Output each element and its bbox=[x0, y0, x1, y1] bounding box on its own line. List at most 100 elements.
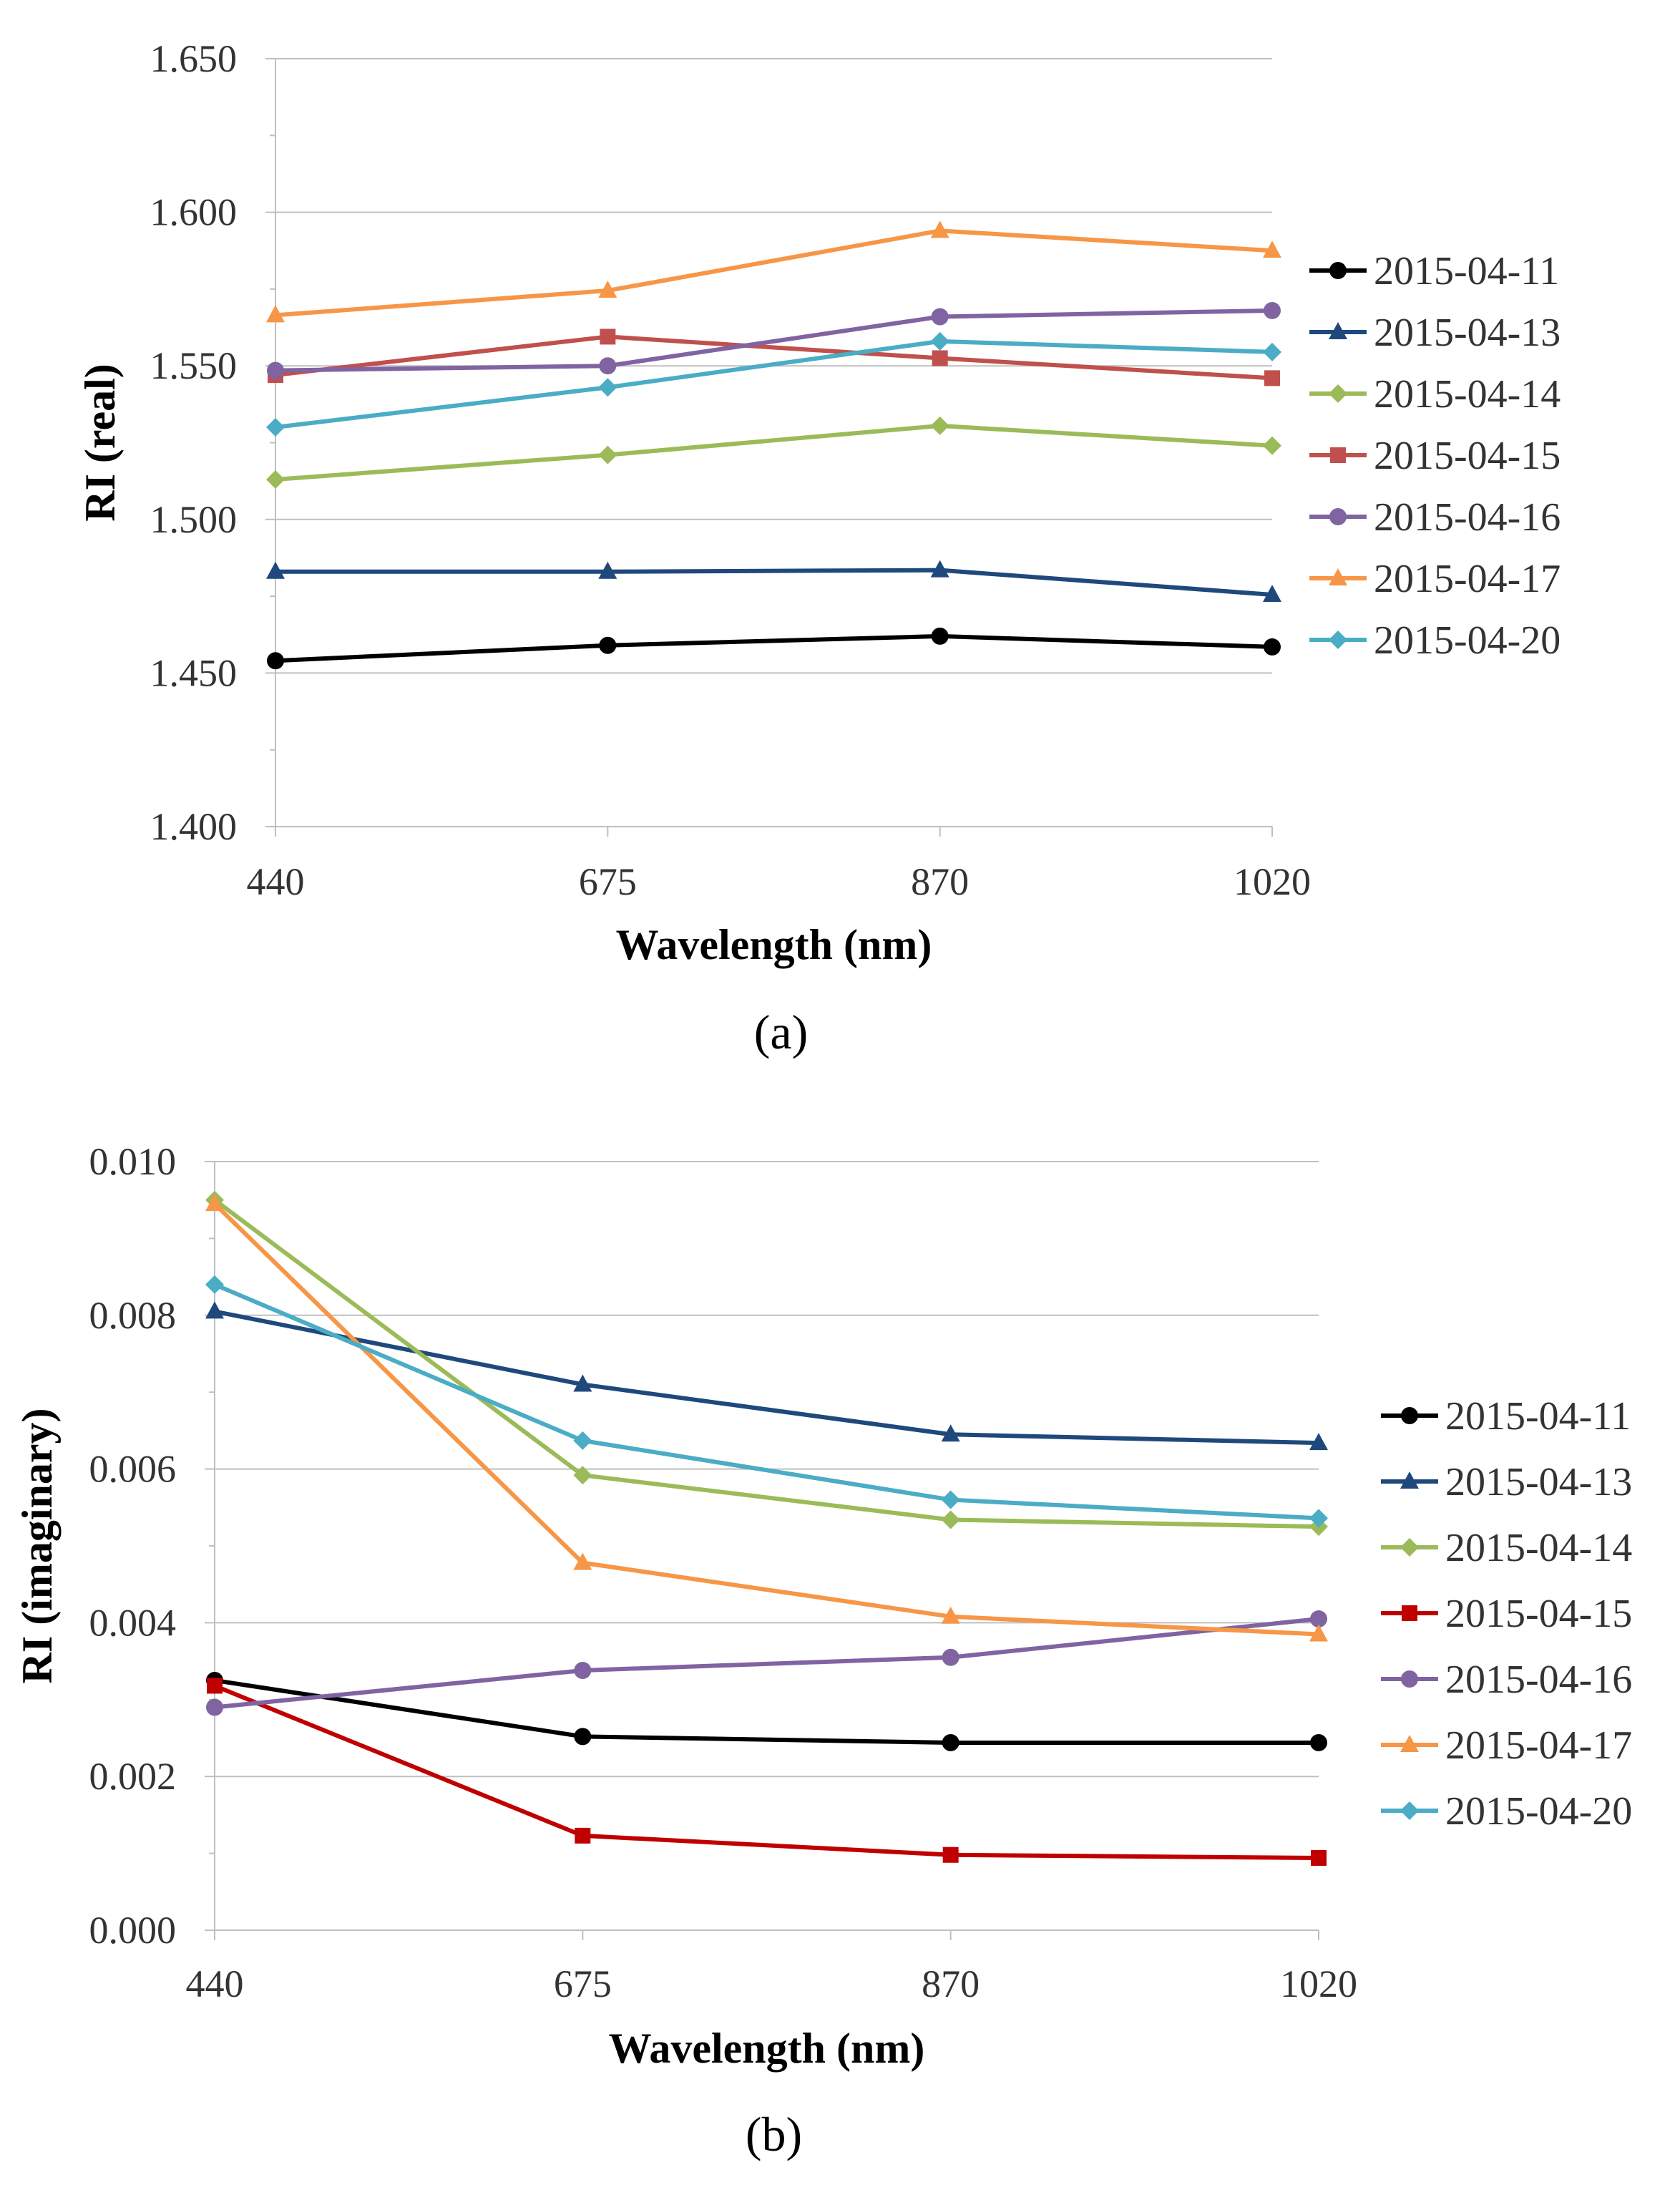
data-point bbox=[1309, 1509, 1328, 1528]
legend-marker bbox=[1329, 508, 1347, 525]
y-tick-label: 1.400 bbox=[150, 805, 238, 848]
x-tick-label: 440 bbox=[186, 1962, 244, 2005]
legend-label: 2015-04-13 bbox=[1445, 1460, 1632, 1504]
series-2015-04-13 bbox=[205, 1301, 1328, 1451]
legend-item: 2015-04-20 bbox=[1381, 1789, 1632, 1834]
legend-marker bbox=[1400, 1538, 1419, 1557]
chart-b: 0.000 0.002 0.004 0.006 0.008 0.010 440 675 870 1… bbox=[14, 1140, 1632, 2161]
legend-label: 2015-04-15 bbox=[1374, 434, 1561, 478]
x-tick-label: 675 bbox=[554, 1962, 612, 2005]
series-line bbox=[275, 228, 1273, 318]
data-point bbox=[941, 1490, 960, 1509]
legend-item: 2015-04-20 bbox=[1309, 618, 1561, 663]
legend-label: 2015-04-16 bbox=[1374, 495, 1561, 540]
data-point bbox=[598, 281, 617, 298]
legend-marker bbox=[1329, 568, 1347, 585]
legend-marker bbox=[1400, 1735, 1419, 1752]
legend-item: 2015-04-16 bbox=[1381, 1658, 1632, 1702]
y-tick-label: 0.010 bbox=[89, 1140, 177, 1183]
data-point bbox=[266, 418, 285, 437]
data-point bbox=[207, 1678, 223, 1694]
panel-label: (a) bbox=[754, 1005, 808, 1059]
series-line bbox=[214, 1617, 1319, 1710]
data-point bbox=[941, 1424, 960, 1442]
legend-marker bbox=[1329, 384, 1347, 403]
legend-item: 2015-04-16 bbox=[1309, 495, 1561, 540]
x-tick-label: 870 bbox=[911, 860, 969, 903]
series-line bbox=[213, 1283, 1319, 1521]
y-tick-label: 1.650 bbox=[150, 37, 238, 80]
data-point bbox=[1310, 1610, 1327, 1628]
data-point bbox=[930, 560, 949, 578]
data-point bbox=[599, 636, 617, 654]
data-point bbox=[1311, 1850, 1327, 1867]
data-point bbox=[930, 220, 949, 238]
y-axis-title: RI (imaginary) bbox=[14, 1408, 61, 1684]
legend-marker bbox=[1401, 1407, 1418, 1424]
data-point bbox=[1309, 1433, 1328, 1451]
series-line bbox=[275, 633, 1273, 663]
series-2015-04-16 bbox=[267, 301, 1281, 379]
legend-label: 2015-04-15 bbox=[1445, 1592, 1632, 1636]
legend-item: 2015-04-14 bbox=[1381, 1526, 1632, 1570]
x-tick-label: 440 bbox=[247, 860, 305, 903]
data-point bbox=[1264, 370, 1280, 386]
data-point bbox=[574, 1661, 592, 1679]
panel-label: (b) bbox=[746, 2107, 802, 2161]
data-point bbox=[932, 350, 948, 366]
y-tick-label: 1.550 bbox=[150, 344, 238, 387]
data-point bbox=[941, 1606, 960, 1624]
y-tick-label: 0.000 bbox=[89, 1909, 177, 1952]
legend-label: 2015-04-14 bbox=[1445, 1526, 1632, 1570]
series-2015-04-14 bbox=[205, 1190, 1328, 1537]
series-line bbox=[214, 1309, 1319, 1446]
data-point bbox=[930, 331, 949, 351]
data-point bbox=[266, 561, 285, 579]
y-tick-label: 1.500 bbox=[150, 498, 238, 541]
series-line bbox=[275, 308, 1273, 373]
data-point bbox=[930, 416, 949, 435]
series-line bbox=[213, 1198, 1319, 1529]
series-2015-04-20 bbox=[266, 331, 1281, 437]
legend-label: 2015-04-11 bbox=[1374, 249, 1559, 293]
series-2015-04-17 bbox=[266, 220, 1281, 323]
data-point bbox=[1263, 584, 1281, 602]
series-line bbox=[275, 334, 1273, 381]
y-tick-label: 0.008 bbox=[89, 1294, 177, 1337]
y-tick-label: 1.450 bbox=[150, 651, 238, 694]
legend-label: 2015-04-13 bbox=[1374, 311, 1561, 355]
legend-label: 2015-04-14 bbox=[1374, 372, 1561, 417]
y-tick-label: 0.002 bbox=[89, 1755, 177, 1798]
data-point bbox=[598, 561, 617, 579]
data-point bbox=[205, 1194, 224, 1212]
legend-marker bbox=[1402, 1605, 1417, 1621]
series-line bbox=[275, 339, 1273, 430]
y-tick-label: 1.600 bbox=[150, 191, 238, 234]
x-axis-title: Wavelength (nm) bbox=[609, 2025, 925, 2072]
legend-label: 2015-04-20 bbox=[1445, 1789, 1632, 1834]
x-axis-title: Wavelength (nm) bbox=[616, 921, 932, 968]
data-point bbox=[942, 1846, 959, 1863]
data-point bbox=[598, 445, 617, 464]
legend-item: 2015-04-17 bbox=[1309, 557, 1561, 601]
series-line bbox=[275, 568, 1273, 597]
series-2015-04-20 bbox=[205, 1275, 1328, 1528]
legend-marker bbox=[1330, 447, 1346, 463]
series-line bbox=[275, 423, 1273, 482]
legend-item: 2015-04-17 bbox=[1381, 1723, 1632, 1768]
series-2015-04-15 bbox=[268, 329, 1280, 386]
legend-label: 2015-04-16 bbox=[1445, 1658, 1632, 1702]
legend-label: 2015-04-11 bbox=[1445, 1394, 1631, 1439]
series-2015-04-14 bbox=[266, 416, 1281, 490]
legend-item: 2015-04-13 bbox=[1309, 311, 1561, 355]
legend-item: 2015-04-11 bbox=[1309, 249, 1559, 293]
legend-item: 2015-04-15 bbox=[1381, 1592, 1632, 1636]
x-tick-label: 870 bbox=[922, 1962, 980, 2005]
data-point bbox=[267, 361, 284, 379]
legend-label: 2015-04-17 bbox=[1374, 557, 1561, 601]
data-point bbox=[1264, 638, 1281, 656]
series-2015-04-16 bbox=[206, 1610, 1327, 1716]
data-point bbox=[1264, 301, 1281, 319]
legend-marker bbox=[1329, 631, 1347, 649]
